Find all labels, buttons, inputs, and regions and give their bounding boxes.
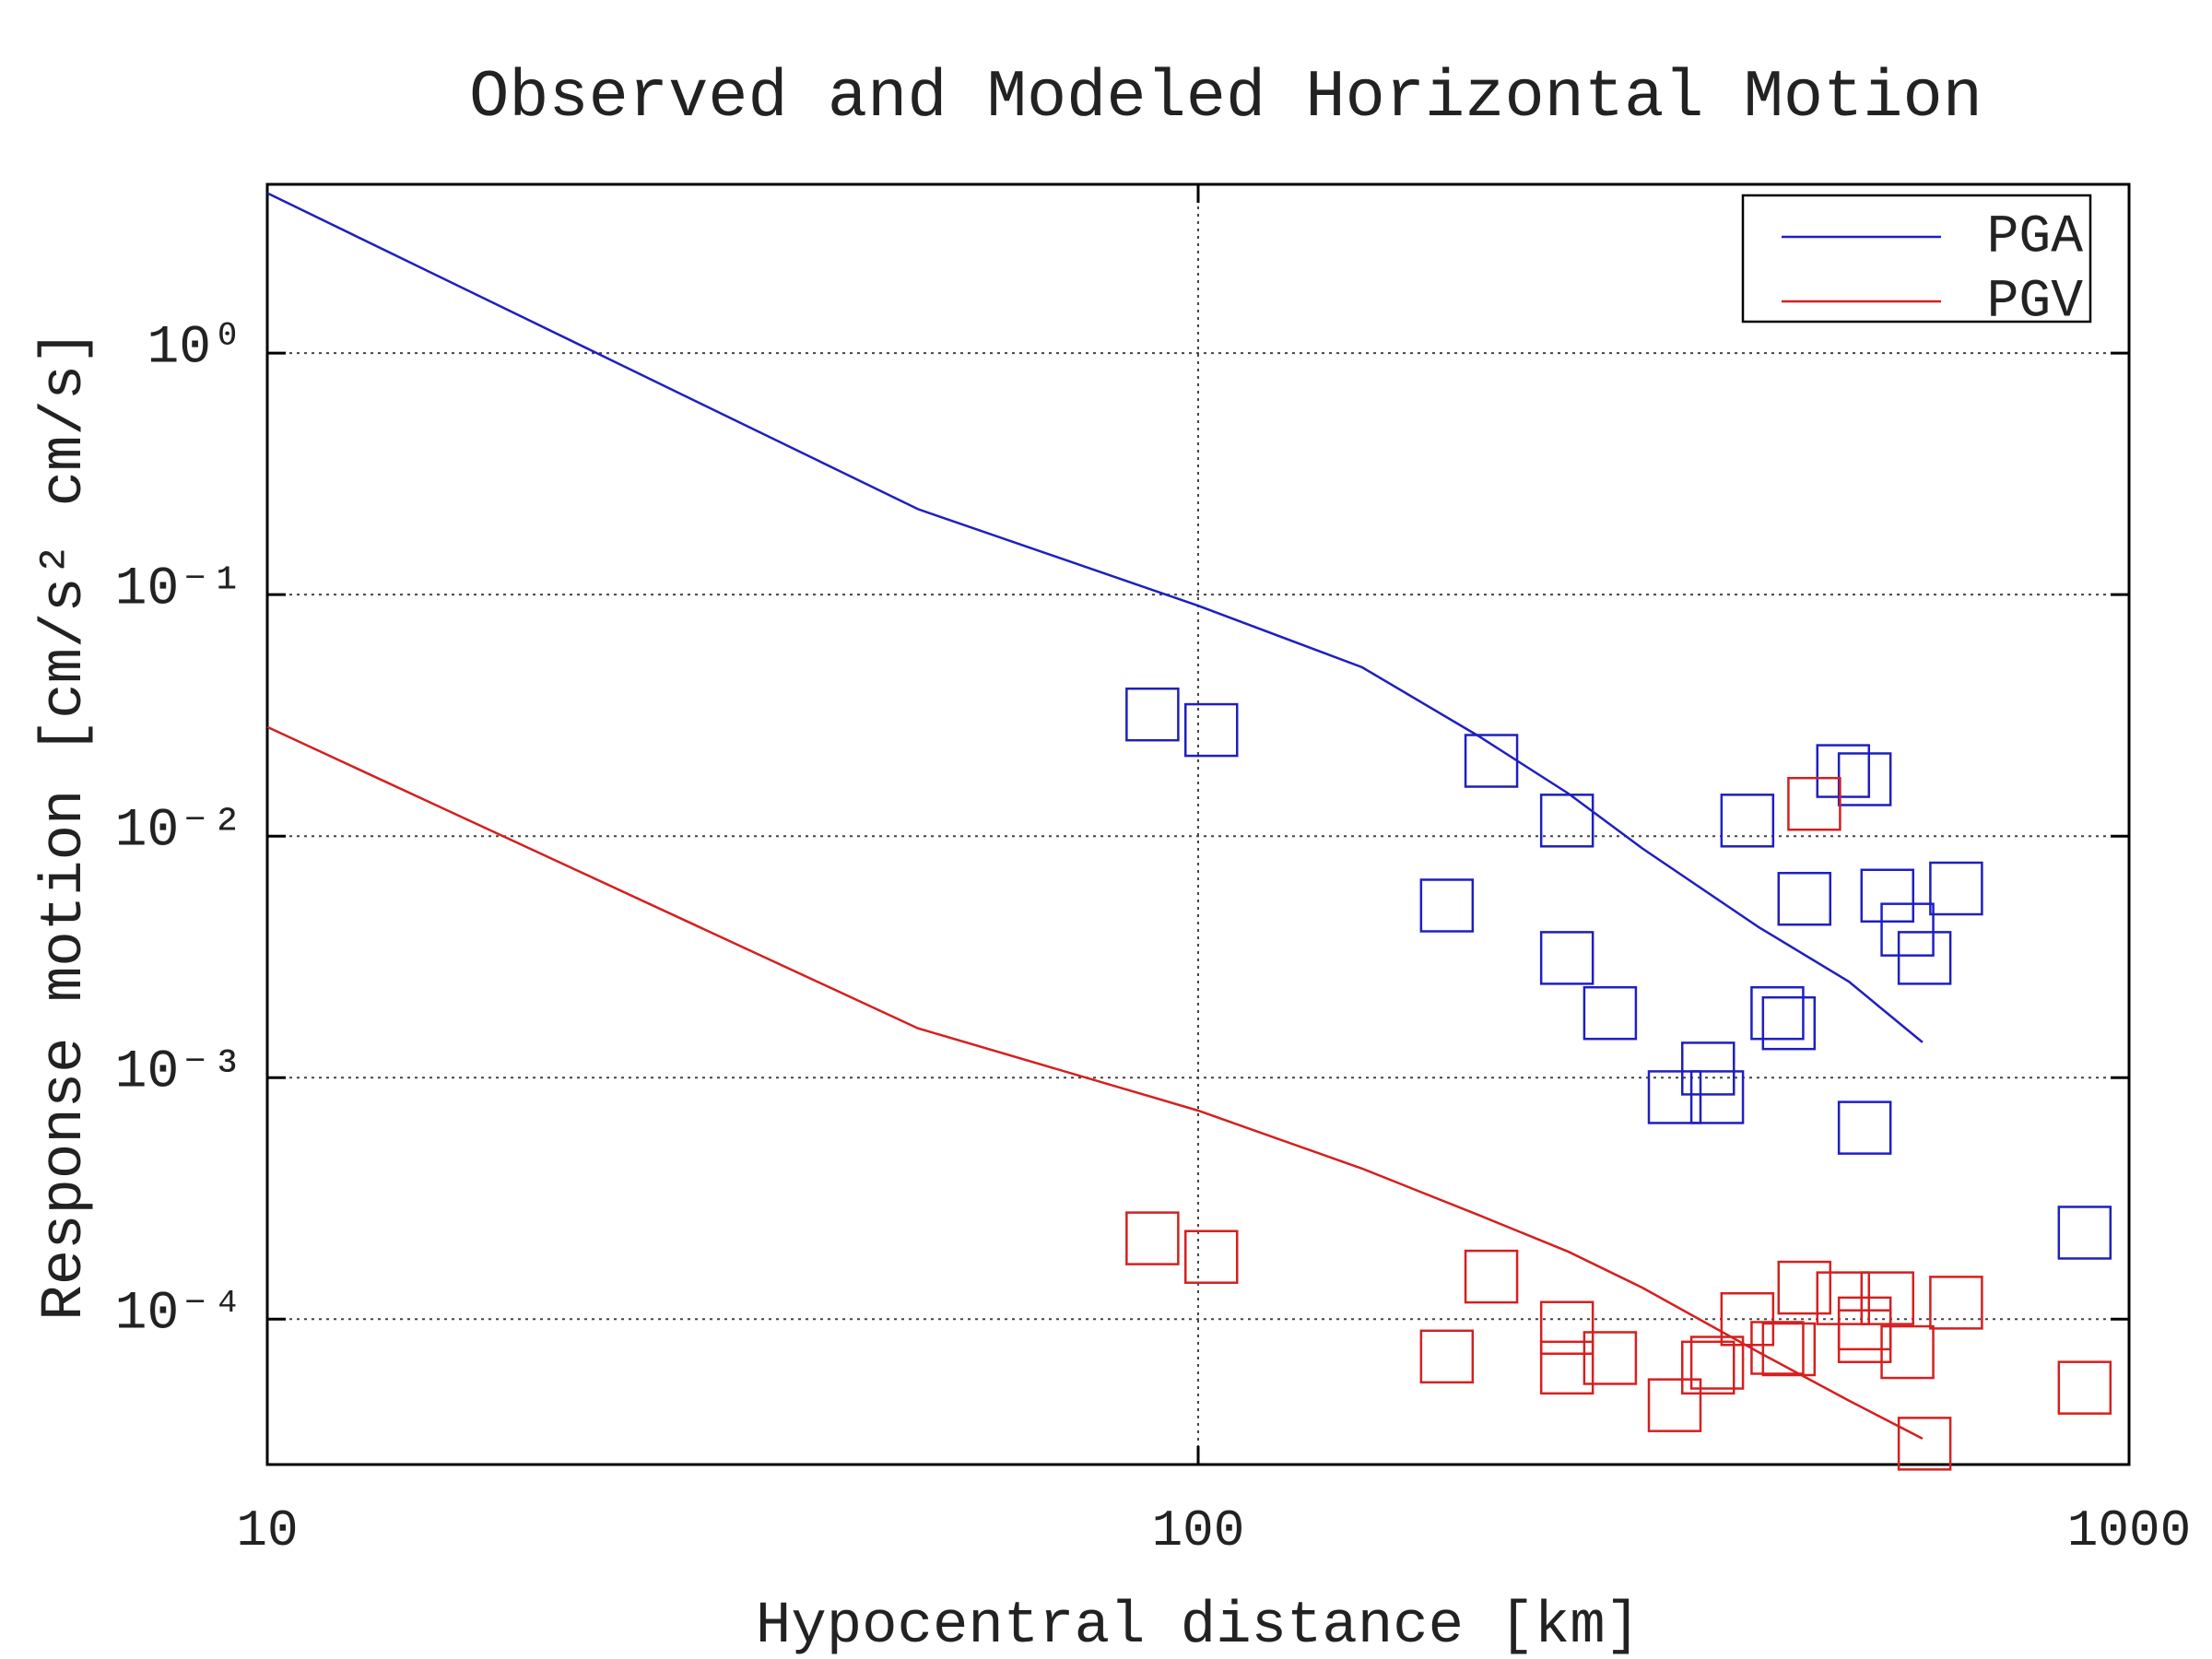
- data-point: [1583, 985, 1638, 1041]
- y-tick-label: 10⁻³: [115, 1043, 243, 1103]
- data-point: [1720, 1291, 1775, 1347]
- data-point: [1681, 1340, 1735, 1395]
- data-point: [1539, 931, 1594, 985]
- data-point: [1125, 687, 1180, 742]
- data-point: [1464, 734, 1519, 788]
- data-point: [1647, 1070, 1702, 1124]
- data-point: [1761, 995, 1817, 1051]
- data-point: [1125, 1211, 1180, 1265]
- data-point: [1419, 878, 1475, 933]
- data-point: [1539, 1340, 1594, 1395]
- data-point: [1464, 1249, 1519, 1304]
- y-tick-label: 10⁻⁴: [115, 1285, 243, 1345]
- y-tick-label: 10⁰: [147, 318, 243, 378]
- data-point: [1583, 1331, 1638, 1385]
- data-point: [1750, 1321, 1805, 1375]
- series-line: [266, 192, 1924, 1043]
- x-axis-label: Hypocentral distance [km]: [756, 1594, 1641, 1659]
- data-point: [1539, 1300, 1594, 1355]
- data-point: [1761, 1322, 1817, 1377]
- data-point: [1929, 1276, 1983, 1330]
- data-point: [1880, 902, 1935, 957]
- data-point: [1816, 744, 1871, 798]
- data-point: [1777, 1260, 1832, 1315]
- data-point: [1897, 931, 1952, 985]
- data-point: [1419, 1329, 1475, 1384]
- data-point: [1689, 1070, 1745, 1124]
- x-tick-label: 100: [1152, 1501, 1245, 1560]
- plot-frame: [265, 182, 2131, 1466]
- y-axis-label: Response motion [cm/s² cm/s]: [32, 329, 99, 1320]
- data-point: [1837, 1100, 1892, 1155]
- data-point: [1777, 871, 1832, 926]
- data-point: [1183, 702, 1239, 758]
- legend-label: PGA: [1987, 207, 2084, 267]
- data-point: [1787, 776, 1841, 831]
- chart-title: Observed and Modeled Horizontal Motion: [469, 60, 1983, 135]
- data-point: [1929, 861, 1983, 916]
- data-point: [1837, 1309, 1892, 1363]
- data-point: [1897, 1417, 1952, 1471]
- data-point: [2057, 1360, 2112, 1415]
- data-point: [1750, 985, 1805, 1041]
- y-tick-label: 10⁻¹: [115, 560, 243, 620]
- y-tick-label: 10⁻²: [115, 802, 243, 862]
- data-point: [1860, 868, 1915, 924]
- data-point: [1860, 1271, 1915, 1325]
- data-point: [1681, 1041, 1735, 1096]
- data-point: [1837, 752, 1892, 806]
- x-tick-label: 10: [236, 1501, 298, 1560]
- series-line: [266, 725, 1924, 1441]
- data-point: [1880, 1324, 1935, 1380]
- data-point: [2057, 1206, 2112, 1260]
- data-point: [1647, 1378, 1702, 1432]
- data-point: [1720, 794, 1775, 848]
- data-point: [1183, 1230, 1239, 1284]
- data-point: [1539, 794, 1594, 848]
- data-point: [1689, 1335, 1745, 1390]
- x-tick-label: 1000: [2067, 1501, 2191, 1560]
- legend-label: PGV: [1987, 272, 2084, 332]
